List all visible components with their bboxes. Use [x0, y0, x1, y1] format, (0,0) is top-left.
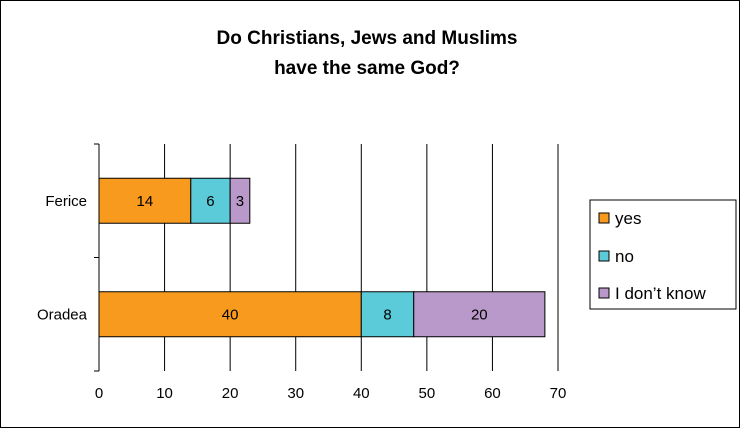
x-tick-label: 50	[419, 385, 436, 402]
legend-swatch	[598, 287, 610, 299]
bars	[98, 177, 546, 338]
legend-entry-label: yes	[615, 209, 641, 228]
x-tick-label: 60	[484, 385, 501, 402]
x-tick-label: 40	[353, 385, 370, 402]
legend-swatch	[598, 212, 610, 224]
bar-segment	[413, 291, 546, 338]
x-tick-label: 20	[222, 385, 239, 402]
category-label: Ferice	[45, 193, 87, 210]
legend-swatch	[598, 250, 610, 262]
bar-segment	[190, 177, 231, 224]
x-tick-label: 10	[156, 385, 173, 402]
legend-entry-label: I don’t know	[615, 284, 706, 303]
data-label: 20	[471, 306, 488, 323]
chart-title-line: Do Christians, Jews and Muslims	[217, 28, 518, 49]
legend-box	[589, 199, 737, 310]
data-label: 3	[236, 193, 244, 210]
data-label: 40	[222, 306, 239, 323]
legend: yes no I don’t know	[589, 199, 737, 310]
axes: 0 10 20 30 40 50 60 70 Ferice Oradea	[37, 143, 567, 402]
data-labels: 14 6 3 40 8 20	[137, 193, 488, 324]
x-tick-label: 30	[287, 385, 304, 402]
data-label: 8	[383, 306, 391, 323]
x-tick-label: 0	[95, 385, 103, 402]
bar-segment	[360, 291, 415, 338]
x-tick-label: 70	[550, 385, 567, 402]
data-label: 6	[206, 193, 214, 210]
legend-entry-label: no	[615, 247, 634, 266]
data-label: 14	[137, 193, 154, 210]
bar-segment	[229, 177, 251, 224]
chart-title-line: have the same God?	[274, 58, 460, 79]
chart-title: Do Christians, Jews and Muslims have the …	[217, 28, 518, 79]
category-label: Oradea	[37, 306, 88, 323]
